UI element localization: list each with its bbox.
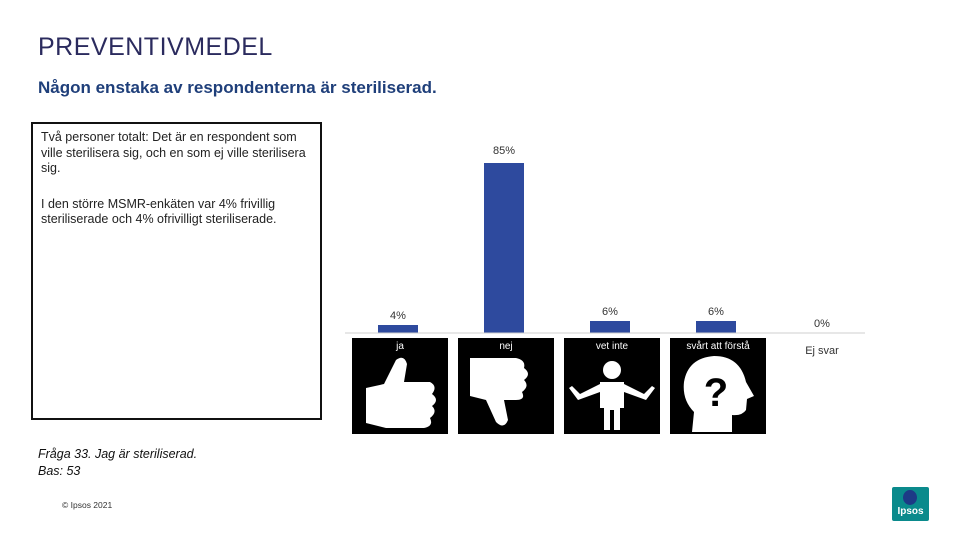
thumbs-up-icon: ja: [352, 338, 448, 434]
bar-chart: 4% 85% 6% 6% 0% ja nej vet inte svårt att först…: [345, 145, 865, 434]
bar: [484, 163, 524, 333]
category-label: svårt att förstå: [686, 340, 750, 352]
logo-text: Ipsos: [897, 506, 924, 517]
data-label: 0%: [814, 318, 830, 330]
note-paragraph-2: I den större MSMR-enkäten var 4% frivill…: [41, 196, 277, 227]
category-label: vet inte: [596, 341, 629, 352]
category-label: Ej svar: [805, 345, 839, 357]
category-label: ja: [395, 341, 404, 352]
page-title: PREVENTIVMEDEL: [38, 33, 273, 61]
question-head-icon: svårt att förstå?: [670, 338, 766, 434]
data-label: 85%: [493, 145, 515, 157]
ipsos-logo: Ipsos: [892, 487, 929, 521]
copyright: © Ipsos 2021: [62, 500, 113, 510]
svg-text:?: ?: [704, 371, 728, 415]
bar: [378, 325, 418, 333]
data-label: 6%: [602, 306, 618, 318]
logo-dot-icon: [903, 490, 917, 505]
note-box: Två personer totalt: Det är en responden…: [31, 122, 322, 420]
question-line: Fråga 33. Jag är steriliserad.: [38, 447, 198, 461]
data-label: 6%: [708, 306, 724, 318]
base-line: Bas: 53: [38, 464, 81, 478]
note-paragraph-1: Två personer totalt: Det är en responden…: [41, 130, 306, 175]
thumbs-down-icon: nej: [458, 338, 554, 434]
category-label: nej: [499, 341, 512, 352]
data-label: 4%: [390, 310, 406, 322]
page-subtitle: Någon enstaka av respondenterna är steri…: [38, 78, 437, 97]
shrug-person-icon: vet inte: [564, 338, 660, 434]
question-text: Fråga 33. Jag är steriliserad. Bas: 53: [38, 446, 197, 480]
bar: [696, 321, 736, 333]
bar: [590, 321, 630, 333]
